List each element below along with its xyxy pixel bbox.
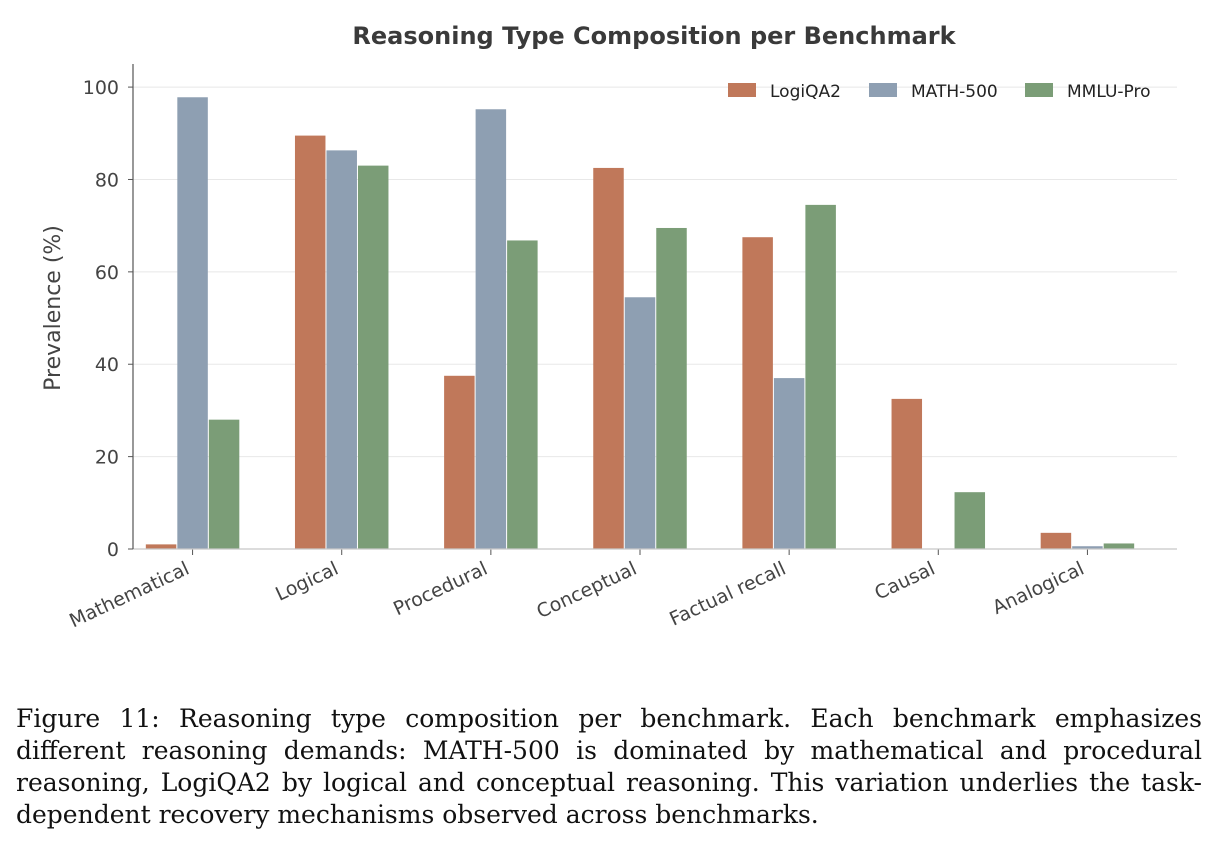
- y-tick-label: 100: [83, 77, 119, 99]
- caption-label: Figure 11:: [16, 704, 160, 733]
- bar-logiqa2-procedural: [444, 375, 475, 549]
- bar-mmlu-pro-factual-recall: [805, 204, 836, 549]
- bar-math-500-procedural: [475, 109, 507, 550]
- y-tick-label: 40: [95, 354, 119, 376]
- bar-math-500-factual-recall: [773, 378, 805, 549]
- legend: LogiQA2 MATH-500 MMLU-Pro: [728, 82, 1151, 102]
- bar-mmlu-pro-conceptual: [656, 227, 687, 549]
- bar-logiqa2-conceptual: [593, 167, 624, 549]
- legend-label: MATH-500: [911, 82, 998, 102]
- bar-logiqa2-analogical: [1040, 532, 1072, 549]
- bar-mmlu-pro-logical: [357, 165, 389, 549]
- figure-caption: Figure 11: Reasoning type composition pe…: [16, 703, 1202, 831]
- x-tick-label: Mathematical: [66, 558, 193, 633]
- legend-label: MMLU-Pro: [1067, 82, 1151, 102]
- bar-mmlu-pro-procedural: [507, 240, 538, 549]
- bar-logiqa2-causal: [891, 398, 923, 549]
- x-tick-label: Analogical: [989, 558, 1087, 619]
- bar-logiqa2-logical: [294, 135, 326, 549]
- legend-label: LogiQA2: [770, 82, 841, 102]
- legend-swatch: [869, 83, 897, 97]
- bar-math-500-mathematical: [177, 97, 208, 549]
- bars: [145, 97, 1135, 550]
- y-tick-label: 0: [107, 539, 119, 561]
- bar-math-500-logical: [326, 150, 357, 549]
- y-axis-label: Prevalence (%): [41, 225, 66, 391]
- bar-mmlu-pro-analogical: [1103, 543, 1135, 549]
- chart: Reasoning Type Composition per Benchmark…: [41, 22, 1177, 633]
- bar-mmlu-pro-mathematical: [208, 419, 240, 549]
- x-tick-label: Causal: [871, 558, 938, 605]
- y-tick-label: 80: [95, 169, 119, 191]
- bar-math-500-conceptual: [624, 297, 656, 549]
- caption-text: Reasoning type composition per benchmark…: [16, 704, 1203, 829]
- x-tick-label: Conceptual: [533, 558, 640, 623]
- bar-math-500-analogical: [1072, 546, 1103, 549]
- bar-mmlu-pro-causal: [954, 492, 986, 549]
- x-tick-label: Logical: [272, 558, 342, 606]
- x-tick-label: Procedural: [390, 558, 491, 621]
- legend-swatch: [728, 83, 756, 97]
- x-tick-label: Factual recall: [666, 558, 789, 631]
- bar-logiqa2-mathematical: [145, 544, 177, 549]
- legend-swatch: [1025, 83, 1053, 97]
- chart-title: Reasoning Type Composition per Benchmark: [352, 22, 956, 50]
- bar-logiqa2-factual-recall: [742, 237, 773, 549]
- y-tick-label: 20: [95, 447, 119, 469]
- y-tick-label: 60: [95, 262, 119, 284]
